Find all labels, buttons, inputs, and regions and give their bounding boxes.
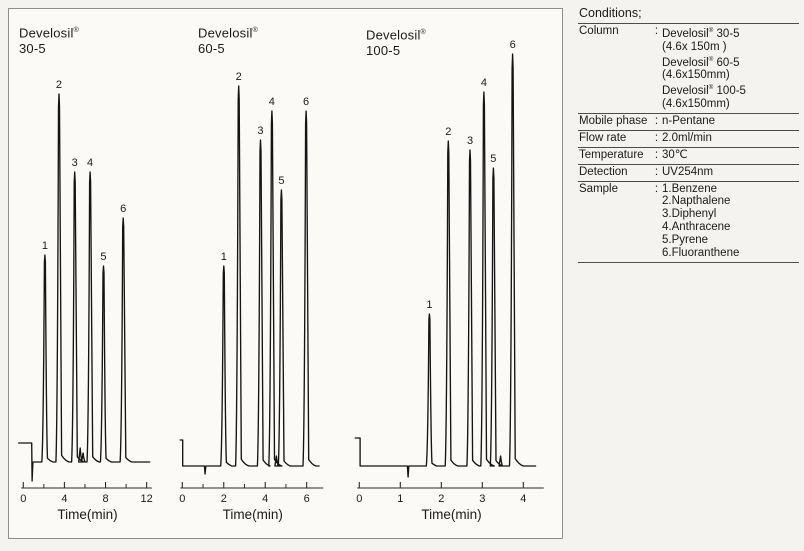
peak-label: 3 xyxy=(467,135,473,147)
peak-label: 1 xyxy=(426,299,432,311)
peak-label: 1 xyxy=(221,251,227,263)
axis-tick-label: 8 xyxy=(102,493,108,505)
condition-value: UV254nm xyxy=(662,166,799,179)
condition-value-line: Develosil® 60-5 xyxy=(662,55,740,69)
panel-title-100-5: Develosil® 100-5 xyxy=(366,24,426,59)
axis-tick-label: 6 xyxy=(304,493,310,505)
chromatogram-trace xyxy=(354,53,537,478)
condition-value: Develosil® 30-5 (4.6x 150m ) Develosil® 60… xyxy=(662,25,799,111)
conditions-row-detection: Detection: UV254nm xyxy=(578,165,799,182)
axis-tick-label: 1 xyxy=(397,493,403,505)
panel-title-60-5: Develosil® 60-5 xyxy=(198,22,258,57)
conditions-row-column: Column: Develosil® 30-5 (4.6x 150m ) Develo… xyxy=(578,24,799,114)
panel-title-line: 60-5 xyxy=(198,41,225,57)
axis-tick-label: 4 xyxy=(262,493,268,505)
condition-value-line: 5.Pyrene xyxy=(662,234,709,247)
panel-title-line: Develosil® xyxy=(198,25,259,41)
panel-title-line: Develosil® xyxy=(366,27,427,43)
conditions-row-sample: Sample:1.Benzene 2.Napthalene 3.Diphenyl 4.… xyxy=(578,182,799,263)
axis-title: Time(min) xyxy=(57,507,117,522)
axis-tick-label: 2 xyxy=(438,493,444,505)
axis-tick-label: 0 xyxy=(179,493,185,505)
condition-value-line: 2.0ml/min xyxy=(662,131,712,144)
conditions-rows: Column: Develosil® 30-5 (4.6x 150m ) Develo… xyxy=(578,24,799,263)
axis-tick-label: 0 xyxy=(20,493,26,505)
axis-tick-label: 12 xyxy=(141,493,153,505)
peak-label: 6 xyxy=(303,96,309,108)
axis-title: Time(min) xyxy=(421,507,481,522)
peak-label: 4 xyxy=(481,77,487,89)
conditions-header: Conditions; xyxy=(578,4,799,24)
peak-label: 2 xyxy=(56,79,62,91)
peak-label: 4 xyxy=(269,96,275,108)
chromatogram-trace xyxy=(179,85,320,475)
condition-value-line: 4.Anthracene xyxy=(662,221,731,234)
panel-title-line: Develosil® xyxy=(19,25,80,41)
panel-60-5: 0 2 4 6 Time(min) 1 2 3 4 5 6 xyxy=(179,71,324,522)
condition-label: Mobile phase xyxy=(579,114,648,127)
peak-label: 1 xyxy=(42,240,48,252)
condition-colon: : xyxy=(654,25,659,37)
condition-colon: : xyxy=(654,165,659,178)
peak-label: 2 xyxy=(236,71,242,83)
peak-label: 5 xyxy=(278,175,284,187)
condition-value-line: 1.Benzene xyxy=(662,182,717,195)
peak-label: 4 xyxy=(87,157,93,169)
condition-value-line: (4.6x150mm) xyxy=(662,98,730,111)
peak-label: 5 xyxy=(490,153,496,165)
condition-value-line: (4.6x 150m ) xyxy=(662,40,727,53)
axis-tick-label: 0 xyxy=(356,493,362,505)
condition-value-line: Develosil® 30-5 xyxy=(662,27,740,40)
axis-tick-label: 4 xyxy=(520,493,526,505)
panel-title-line: 30-5 xyxy=(19,41,46,57)
axis-tick-label: 2 xyxy=(221,493,227,505)
condition-label: Detection xyxy=(579,165,628,178)
panel-title-30-5: Develosil® 30-5 xyxy=(19,22,79,57)
peak-label: 6 xyxy=(120,203,126,215)
condition-colon: : xyxy=(654,114,659,127)
panel-100-5: 0 1 2 3 4 Time(min) 1 2 3 4 5 6 xyxy=(354,39,544,522)
condition-value-line: 6.Fluoranthene xyxy=(662,247,740,260)
condition-colon: : xyxy=(654,131,659,144)
axis-tick-label: 3 xyxy=(479,493,485,505)
condition-value-line: UV254nm xyxy=(662,165,714,178)
condition-value: 30℃ xyxy=(662,149,799,162)
condition-label: Flow rate xyxy=(579,131,627,144)
x-axis: 0 4 8 12 Time(min) xyxy=(20,482,153,522)
peak-label: 6 xyxy=(510,39,516,51)
condition-value: n-Pentane xyxy=(662,115,799,128)
axis-title: Time(min) xyxy=(223,507,283,522)
condition-value-line: 3.Diphenyl xyxy=(662,208,717,221)
condition-value-line: Develosil® 100-5 xyxy=(662,84,746,98)
panel-title-line: 100-5 xyxy=(366,43,401,59)
axis-tick-label: 4 xyxy=(61,493,67,505)
conditions-row-flow-rate: Flow rate:2.0ml/min xyxy=(578,131,799,148)
condition-value: 1.Benzene 2.Napthalene 3.Diphenyl 4.Anthrac… xyxy=(662,183,799,260)
x-axis: 0 1 2 3 4 Time(min) xyxy=(356,482,544,522)
peak-label: 3 xyxy=(257,125,263,137)
conditions-row-mobile-phase: Mobile phase: n-Pentane xyxy=(578,114,799,131)
condition-label: Column xyxy=(579,25,619,37)
condition-colon: : xyxy=(654,182,659,195)
chromatogram-trace xyxy=(18,93,151,482)
x-axis: 0 2 4 6 Time(min) xyxy=(179,482,324,522)
peak-label: 3 xyxy=(72,157,78,169)
conditions-row-temperature: Temperature:30℃ xyxy=(578,148,799,165)
condition-value-line: n-Pentane xyxy=(662,114,716,127)
condition-value-line: (4.6x150mm) xyxy=(662,69,730,82)
condition-colon: : xyxy=(654,148,659,161)
peak-label: 5 xyxy=(100,251,106,263)
condition-value-line: 2.Napthalene xyxy=(662,195,731,208)
condition-value: 2.0ml/min xyxy=(662,132,799,145)
condition-label: Temperature xyxy=(579,148,644,161)
peak-label: 2 xyxy=(445,126,451,138)
conditions-table: Conditions; Column: Develosil® 30-5 (4.6x … xyxy=(578,4,799,263)
condition-value-line: 30℃ xyxy=(662,148,688,161)
condition-label: Sample xyxy=(579,182,618,195)
